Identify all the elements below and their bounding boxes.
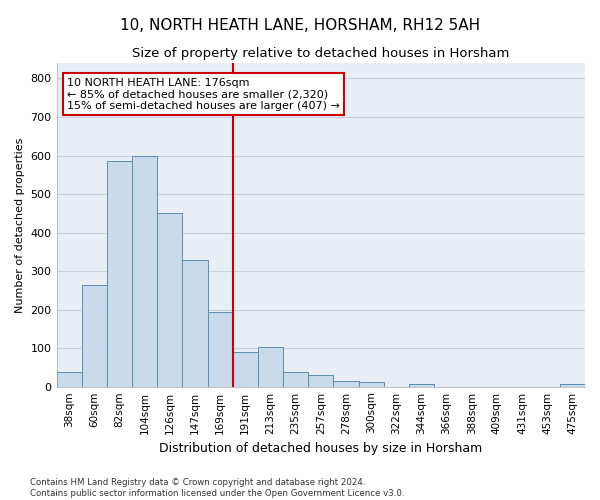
Bar xyxy=(208,312,233,386)
Bar xyxy=(560,384,585,386)
Bar xyxy=(182,260,208,386)
Bar xyxy=(56,372,82,386)
Bar xyxy=(233,352,258,386)
Bar xyxy=(308,375,334,386)
Bar xyxy=(409,384,434,386)
Bar xyxy=(132,156,157,386)
Y-axis label: Number of detached properties: Number of detached properties xyxy=(15,137,25,312)
X-axis label: Distribution of detached houses by size in Horsham: Distribution of detached houses by size … xyxy=(159,442,482,455)
Bar xyxy=(283,372,308,386)
Bar xyxy=(334,381,359,386)
Bar xyxy=(157,214,182,386)
Title: Size of property relative to detached houses in Horsham: Size of property relative to detached ho… xyxy=(132,48,509,60)
Bar xyxy=(258,347,283,387)
Bar xyxy=(107,162,132,386)
Bar xyxy=(82,284,107,386)
Bar xyxy=(359,382,383,386)
Text: Contains HM Land Registry data © Crown copyright and database right 2024.
Contai: Contains HM Land Registry data © Crown c… xyxy=(30,478,404,498)
Text: 10, NORTH HEATH LANE, HORSHAM, RH12 5AH: 10, NORTH HEATH LANE, HORSHAM, RH12 5AH xyxy=(120,18,480,32)
Text: 10 NORTH HEATH LANE: 176sqm
← 85% of detached houses are smaller (2,320)
15% of : 10 NORTH HEATH LANE: 176sqm ← 85% of det… xyxy=(67,78,340,111)
